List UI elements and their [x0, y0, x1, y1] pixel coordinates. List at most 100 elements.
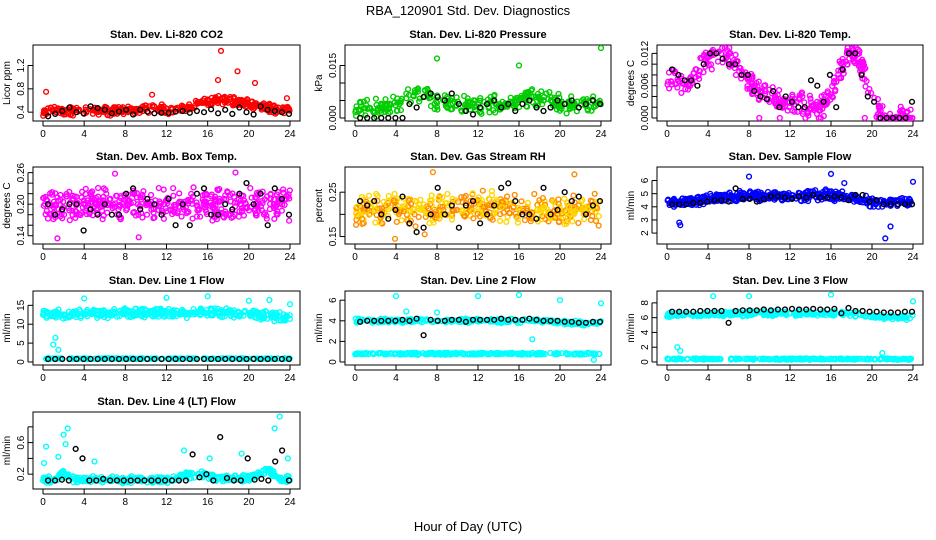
data-point	[235, 196, 242, 203]
data-point	[170, 192, 177, 199]
mean-point	[208, 355, 215, 363]
mean-point	[385, 215, 392, 222]
data-point	[66, 217, 73, 224]
y-axis-label: ml/min	[626, 191, 637, 220]
mean-point	[852, 191, 859, 199]
data-point	[744, 355, 751, 362]
data-point	[403, 90, 410, 97]
data-point	[434, 106, 441, 113]
mean-point	[807, 77, 815, 84]
y-tick-label: 5	[16, 340, 27, 346]
data-point	[227, 96, 235, 103]
mean-point	[757, 93, 764, 100]
x-tick-label: 16	[825, 373, 837, 384]
data-point	[100, 212, 107, 219]
mean-point	[519, 316, 526, 323]
outlier-point	[429, 169, 437, 176]
data-point	[392, 102, 399, 109]
panel-title: Stan. Dev. Line 4 (LT) Flow	[97, 396, 236, 408]
data-point	[100, 185, 107, 192]
data-point	[801, 99, 808, 106]
mean-point	[215, 355, 222, 363]
data-point	[686, 82, 694, 90]
mean-point	[144, 195, 151, 203]
data-point	[857, 58, 865, 65]
panel-title: Stan. Dev. Gas Stream RH	[410, 151, 546, 163]
mean-point	[229, 110, 236, 118]
y-tick-label: 6	[640, 314, 651, 320]
outlier-point	[433, 309, 441, 316]
data-point	[222, 208, 229, 215]
data-point	[55, 306, 62, 313]
data-point	[749, 82, 757, 89]
data-point	[243, 102, 250, 110]
mean-point	[272, 458, 279, 465]
mean-point	[406, 220, 413, 227]
data-point	[707, 52, 714, 60]
mean-point	[533, 316, 540, 323]
data-point	[390, 197, 397, 204]
x-tick-label: 24	[907, 373, 919, 384]
data-point	[477, 94, 484, 102]
x-tick-label: 4	[705, 373, 711, 384]
data-point	[739, 313, 746, 320]
mean-point	[491, 316, 498, 323]
data-point	[770, 189, 778, 196]
mean-point	[52, 355, 59, 363]
data-point	[280, 186, 287, 193]
data-point	[189, 193, 197, 200]
data-point	[836, 58, 843, 65]
data-point	[422, 351, 429, 358]
data-point	[393, 107, 400, 115]
mean-point	[788, 98, 796, 105]
mean-point	[533, 215, 540, 222]
mean-point	[378, 114, 385, 122]
data-point	[406, 208, 413, 215]
data-point	[792, 312, 799, 319]
x-tick-label: 16	[202, 129, 214, 140]
data-point	[89, 195, 96, 203]
data-point	[155, 306, 162, 313]
data-point	[108, 312, 115, 319]
data-point	[367, 210, 374, 217]
mean-point	[79, 455, 86, 462]
data-point	[226, 355, 233, 362]
data-point	[60, 211, 68, 218]
mean-point	[73, 201, 80, 208]
data-point	[131, 477, 138, 484]
data-point	[89, 473, 97, 480]
data-point	[664, 356, 671, 363]
outlier-point	[556, 297, 564, 304]
data-point	[547, 349, 554, 357]
x-tick-label: 0	[664, 252, 670, 263]
data-point	[566, 351, 573, 358]
data-point	[422, 87, 429, 94]
mean-point	[795, 306, 803, 313]
mean-point	[908, 201, 916, 208]
data-point	[388, 350, 395, 357]
mean-point	[364, 202, 371, 209]
mean-point	[371, 317, 378, 324]
data-point	[248, 194, 255, 201]
mean-point	[130, 111, 137, 118]
data-point	[167, 207, 174, 214]
data-point	[215, 92, 222, 100]
data-point	[589, 93, 597, 100]
mean-point	[215, 211, 222, 218]
mean-point	[59, 355, 66, 363]
data-point	[44, 215, 52, 222]
y-tick-label: 0.26	[16, 162, 27, 182]
mean-point	[108, 355, 116, 363]
panel-title: Stan. Dev. Li-820 Temp.	[729, 29, 851, 41]
mean-point	[448, 90, 455, 97]
x-tick-label: 12	[784, 129, 796, 140]
outlier-point	[433, 55, 441, 62]
outlier-point	[515, 291, 523, 299]
data-point	[712, 356, 719, 363]
mean-point	[498, 104, 505, 111]
data-point	[687, 74, 694, 81]
data-point	[784, 107, 791, 114]
mean-point	[719, 55, 726, 62]
